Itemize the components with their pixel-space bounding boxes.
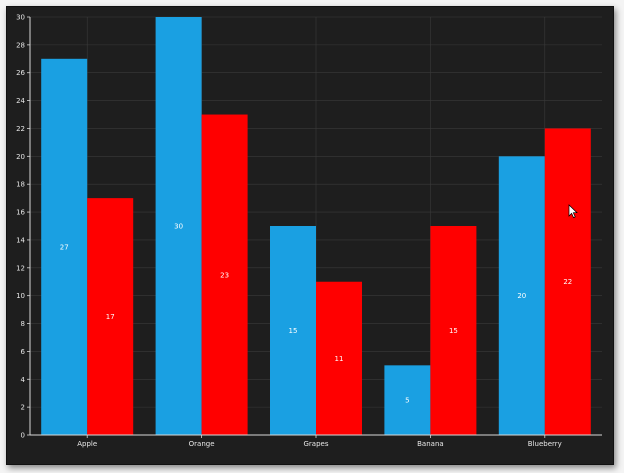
bar-apple-series-1 [41,58,88,436]
bar-blueberry-series-2 [544,128,591,435]
bar-grapes-series-2 [316,281,362,435]
y-tick-label-8: 8 [21,320,25,328]
y-tick-label-14: 14 [16,236,25,244]
data-label-banana-series-2: 15 [449,327,458,335]
y-tick-label-10: 10 [16,292,25,300]
y-tick-label-0: 0 [21,432,25,440]
bar-orange-series-2 [201,114,248,436]
bar-grapes-series-1 [270,226,316,435]
axes [27,16,602,438]
x-tick-label-apple: Apple [77,440,97,448]
x-tick-label-grapes: Grapes [304,440,329,448]
bar-banana-series-1 [384,365,431,435]
y-tick-label-4: 4 [21,376,26,384]
x-tick-labels: Apple Orange Grapes Banana Blueberry [77,440,562,448]
bar-orange-series-1 [155,17,202,435]
bar-banana-series-2 [430,226,477,435]
data-label-orange-series-2: 23 [220,271,229,279]
bar-blueberry-series-1 [498,156,545,436]
data-label-grapes-series-1: 15 [289,327,298,335]
data-label-banana-series-1: 5 [405,397,409,405]
y-tick-label-16: 16 [16,209,25,217]
y-tick-label-30: 30 [16,14,25,22]
mouse-pointer-icon [568,204,578,219]
y-tick-label-12: 12 [16,264,25,272]
data-label-apple-series-1: 27 [60,243,69,251]
data-label-grapes-series-2: 11 [335,355,344,363]
x-tick-label-orange: Orange [189,440,215,448]
y-tick-label-24: 24 [16,97,25,105]
y-tick-label-6: 6 [21,348,26,356]
data-label-apple-series-2: 17 [106,313,115,321]
y-tick-label-26: 26 [16,69,25,77]
bars [41,17,591,436]
y-tick-label-28: 28 [16,41,25,49]
y-tick-label-18: 18 [16,181,25,189]
bar-apple-series-2 [87,198,134,435]
data-label-blueberry-series-2: 22 [563,278,572,286]
y-tick-label-2: 2 [21,404,25,412]
x-tick-label-blueberry: Blueberry [528,440,562,448]
data-labels: 27 30 15 5 20 17 23 11 15 22 [60,223,573,405]
data-label-blueberry-series-1: 20 [517,292,526,300]
y-tick-label-20: 20 [16,153,25,161]
x-tick-label-banana: Banana [417,440,444,448]
y-tick-label-22: 22 [16,125,25,133]
data-label-orange-series-1: 30 [174,223,183,231]
